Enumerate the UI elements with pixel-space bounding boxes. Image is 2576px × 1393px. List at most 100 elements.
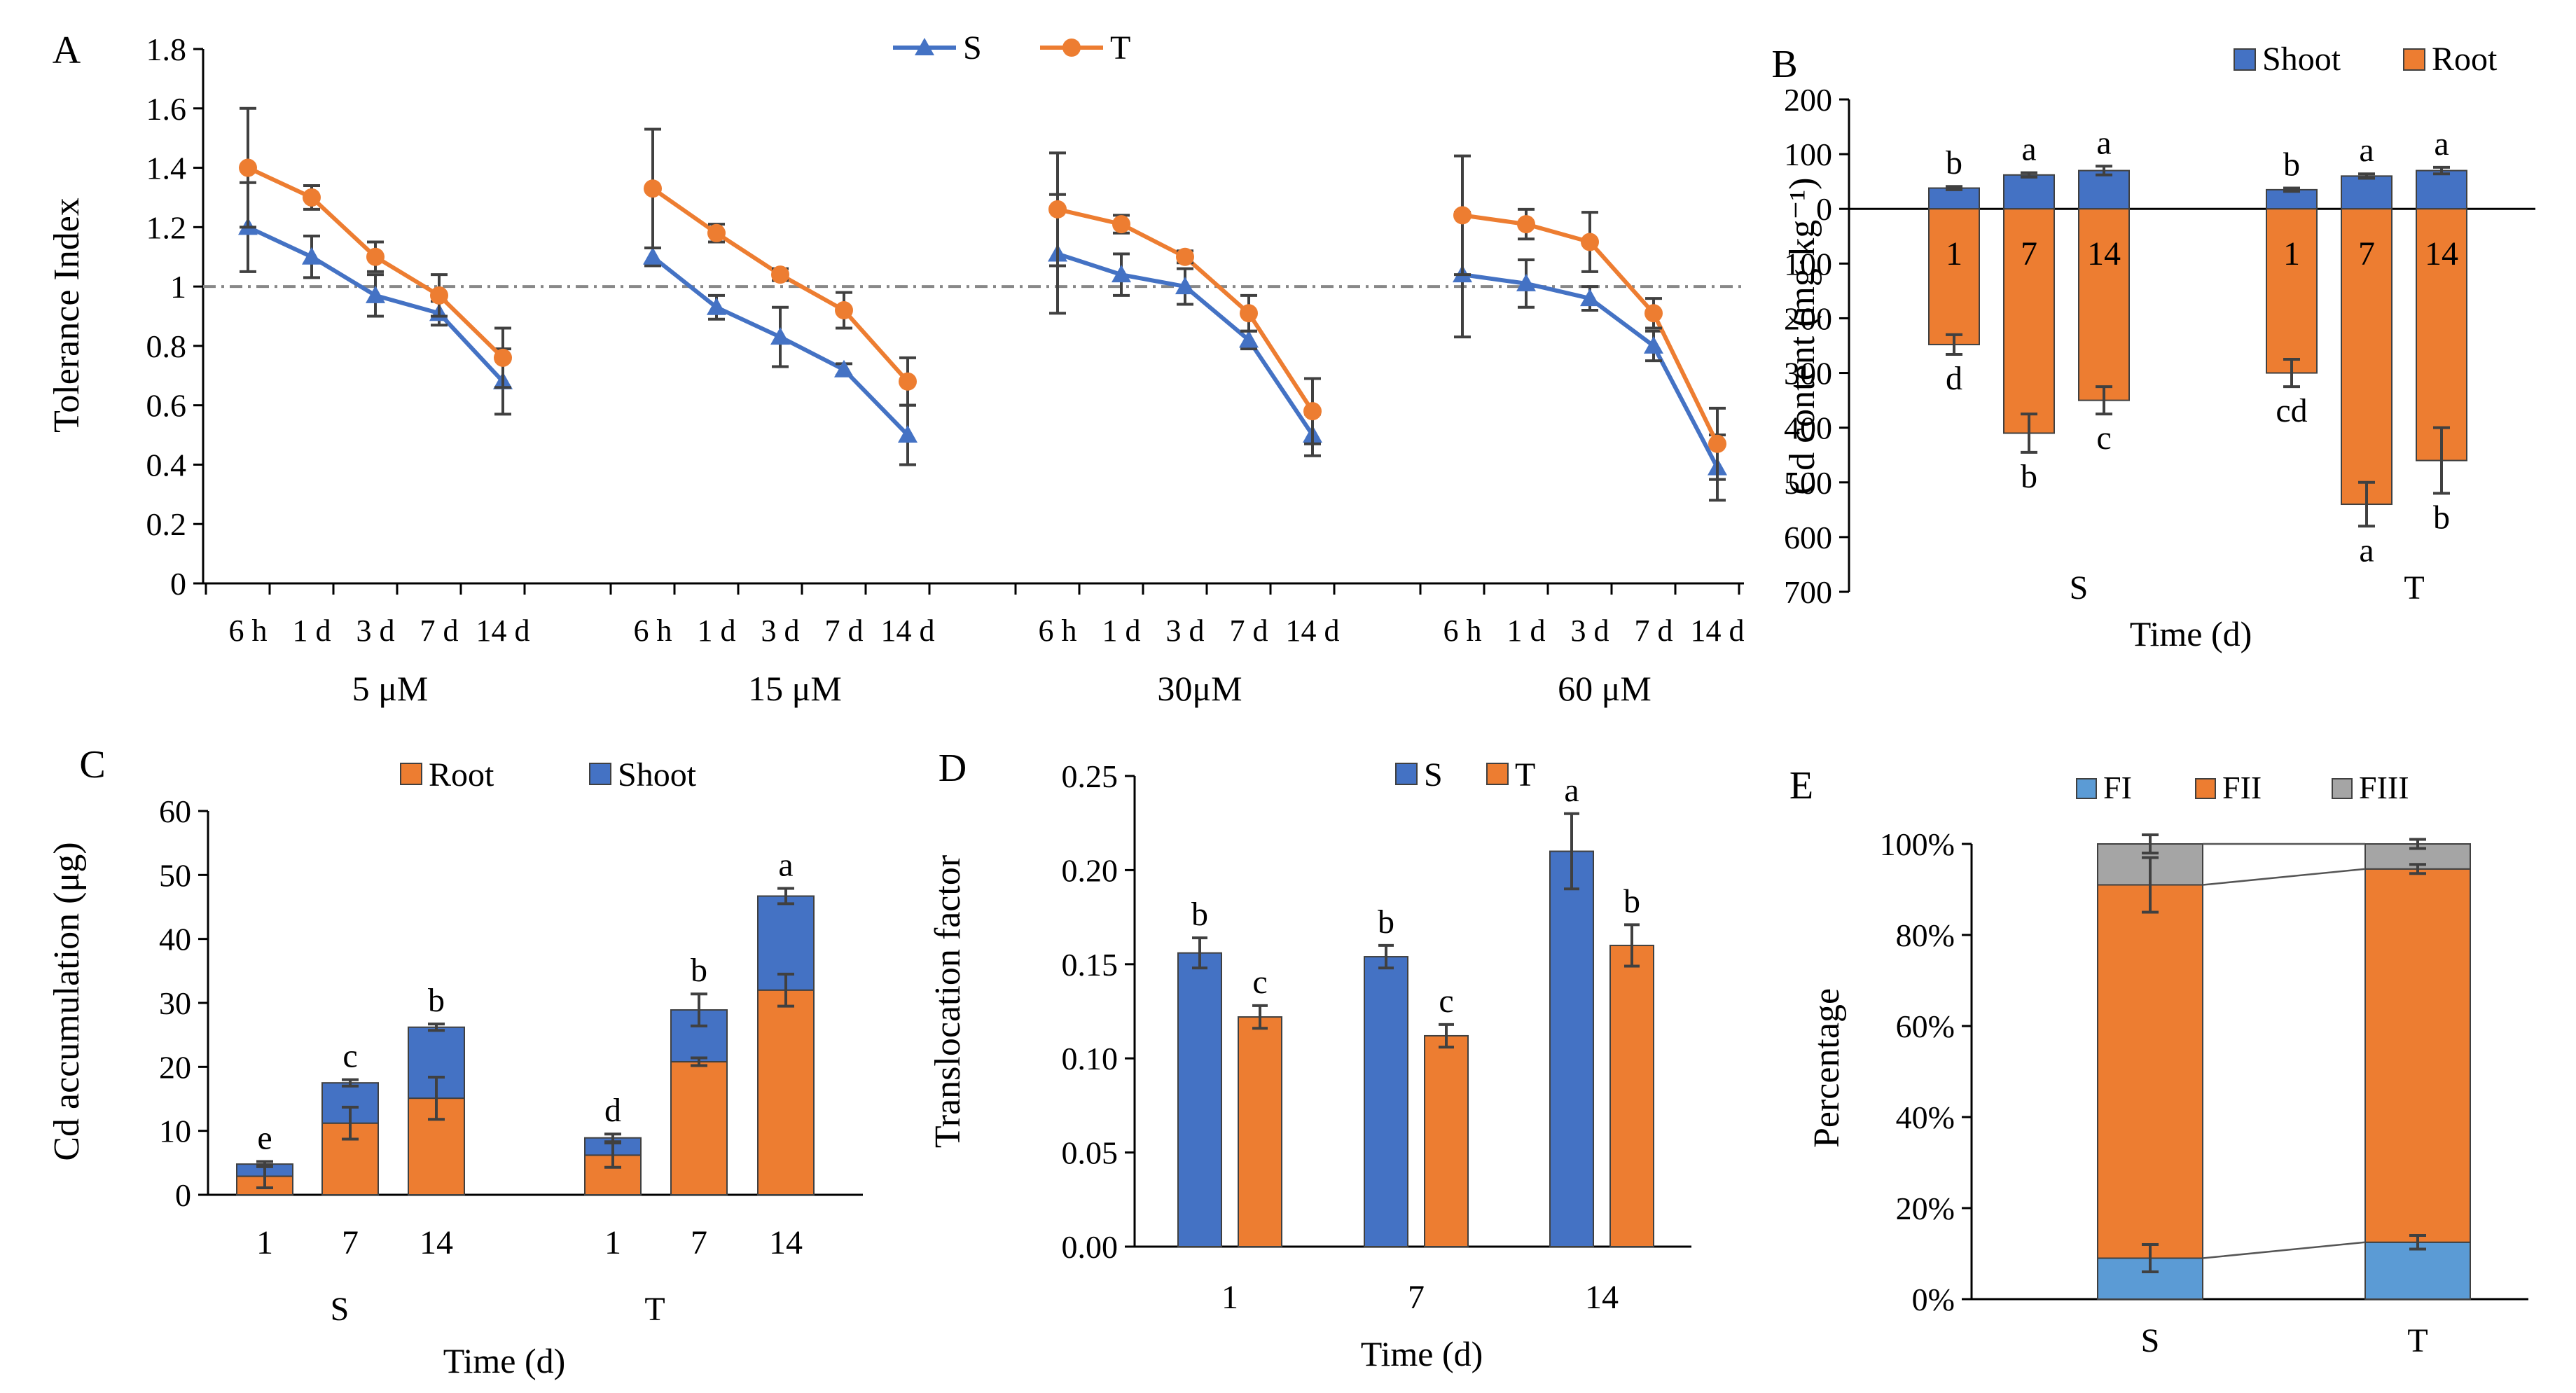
panel-b-shoot-errbar xyxy=(2433,165,2450,176)
panel-b-shoot-letter: a xyxy=(2096,124,2111,161)
panel-b-bar-day-label: 14 xyxy=(2425,235,2458,272)
panel-a-time-label: 1 d xyxy=(1102,614,1141,648)
panel-d-day-label: 14 xyxy=(1585,1279,1619,1316)
panel-c-root-errbar xyxy=(691,1056,707,1067)
panel-c-total-errbar xyxy=(604,1132,621,1144)
panel-a-time-label: 3 d xyxy=(761,614,800,648)
panel-b-root-letter: a xyxy=(2359,532,2374,569)
panel-d-s-letter: b xyxy=(1191,896,1208,933)
panel-c-total-errbar xyxy=(777,887,794,906)
panel-e-ytick-label: 0% xyxy=(1912,1282,1955,1317)
panel-b-shoot-errbar xyxy=(2021,171,2037,179)
panel-a-s-point xyxy=(366,285,385,303)
panel-a-t-point xyxy=(1517,215,1535,234)
panel-e-ytick-label: 100% xyxy=(1880,826,1955,862)
panel-a-ytick-label: 0.8 xyxy=(146,328,187,364)
panel-e-letter: E xyxy=(1789,764,1813,808)
panel-e-connector-fii xyxy=(2202,868,2366,886)
panel-b-root-letter: b xyxy=(2021,458,2037,495)
panel-c-legend-shoot-swatch xyxy=(589,763,611,785)
panel-d-legend-s-swatch xyxy=(1395,763,1418,785)
panel-a-group-label: 5 μM xyxy=(352,669,429,708)
panel-d-ytick-label: 0.00 xyxy=(1062,1229,1119,1265)
panel-d-xlabel: Time (d) xyxy=(1361,1334,1483,1373)
panel-a-time-label: 3 d xyxy=(1166,614,1205,648)
panel-c-day-label: 1 xyxy=(604,1224,621,1261)
panel-a-time-label: 7 d xyxy=(825,614,864,648)
panel-a-time-label: 14 d xyxy=(881,614,935,648)
panel-b-shoot-letter: b xyxy=(2283,146,2300,183)
panel-a-t-point xyxy=(899,372,917,391)
panel-b-root-letter: d xyxy=(1946,360,1962,397)
panel-c-root-errbar xyxy=(342,1105,359,1141)
panel-e-legend-swatch xyxy=(2332,778,2353,799)
panel-a-t-point xyxy=(1581,233,1599,251)
panel-e-fii-errbar xyxy=(2142,856,2159,914)
panel-a-time-label: 6 h xyxy=(1039,614,1077,648)
panel-b-ytick-label: 300 xyxy=(1784,356,1832,391)
panel-b-ytick-label: 400 xyxy=(1784,410,1832,446)
panel-d-ylabel: Translocation factor xyxy=(928,855,968,1148)
panel-d-t-letter: c xyxy=(1252,964,1267,1001)
panel-a-legend-t-label: T xyxy=(1110,29,1130,67)
panel-c-day-label: 7 xyxy=(342,1224,359,1261)
panel-c-letter-label: b xyxy=(428,982,445,1019)
panel-a-t-point xyxy=(1048,200,1067,219)
panel-a-s-point xyxy=(834,359,854,377)
panel-c-letter: C xyxy=(79,743,105,786)
panel-d-t-errbar xyxy=(1439,1023,1454,1049)
panel-b-group-label: S xyxy=(2070,569,2089,607)
panel-d-ytick-label: 0.10 xyxy=(1062,1041,1119,1076)
panel-a-time-label: 14 d xyxy=(476,614,530,648)
panel-e-fi-bar xyxy=(2097,1257,2203,1300)
panel-a-s-point xyxy=(1175,277,1195,295)
panel-e-legend-label: FIII xyxy=(2359,770,2409,805)
panel-e-fii-bar xyxy=(2364,868,2471,1243)
panel-c-total-errbar xyxy=(256,1160,273,1168)
panel-a-time-label: 14 d xyxy=(1286,614,1340,648)
panel-b-shoot-bar xyxy=(2003,174,2055,210)
panel-e-legend-label: FII xyxy=(2222,770,2262,805)
panel-b-shoot-bar xyxy=(2416,169,2467,210)
panel-b-bar-day-label: 7 xyxy=(2358,235,2375,272)
panel-a-legend-t-marker xyxy=(1062,39,1081,57)
panel-d-ytick-label: 0.15 xyxy=(1062,947,1119,983)
panel-d-day-label: 7 xyxy=(1408,1279,1425,1316)
panel-b-shoot-errbar xyxy=(2096,165,2112,176)
panel-a-s-point xyxy=(1239,330,1259,348)
panel-a-s-point xyxy=(770,327,790,345)
panel-a-s-point xyxy=(643,247,663,265)
panel-b-xlabel: Time (d) xyxy=(2130,614,2252,653)
panel-b-shoot-errbar xyxy=(2358,172,2375,180)
panel-a-t-point xyxy=(430,286,448,305)
panel-a-time-label: 7 d xyxy=(1230,614,1268,648)
panel-b-bar-day-label: 14 xyxy=(2087,235,2121,272)
panel-a-s-point xyxy=(707,297,726,315)
panel-b-shoot-errbar xyxy=(1946,185,1962,191)
panel-e-connector-fi xyxy=(2202,1241,2366,1259)
panel-b-ytick-label: 100 xyxy=(1784,246,1832,282)
panel-c-ytick-label: 10 xyxy=(159,1114,191,1149)
panel-a-s-point xyxy=(302,247,321,265)
panel-c-day-label: 14 xyxy=(420,1224,453,1261)
panel-c-total-errbar xyxy=(428,1023,445,1032)
panel-a-ytick-label: 0.6 xyxy=(146,388,187,424)
panel-a-group-label: 30μM xyxy=(1157,669,1242,708)
panel-a-legend-s-label: S xyxy=(963,29,982,67)
panel-a-t-point xyxy=(707,223,726,242)
panel-a-legend-s-marker xyxy=(915,38,934,55)
panel-d-ytick-label: 0.25 xyxy=(1062,758,1119,794)
panel-a-time-label: 6 h xyxy=(229,614,268,648)
panel-a-t-point xyxy=(1708,434,1726,453)
panel-d-s-bar xyxy=(1549,850,1594,1247)
panel-e-ytick-label: 40% xyxy=(1896,1100,1955,1135)
panel-b-ytick-label: 500 xyxy=(1784,465,1832,501)
panel-a-t-point xyxy=(239,158,257,177)
panel-b-shoot-bar xyxy=(1928,187,1980,210)
panel-a-ytick-label: 1 xyxy=(170,269,186,305)
panel-e-ytick-label: 60% xyxy=(1896,1009,1955,1044)
panel-e-fi-errbar xyxy=(2409,1234,2426,1251)
panel-a-t-point xyxy=(835,301,853,320)
panel-e-fi-bar xyxy=(2364,1241,2471,1300)
